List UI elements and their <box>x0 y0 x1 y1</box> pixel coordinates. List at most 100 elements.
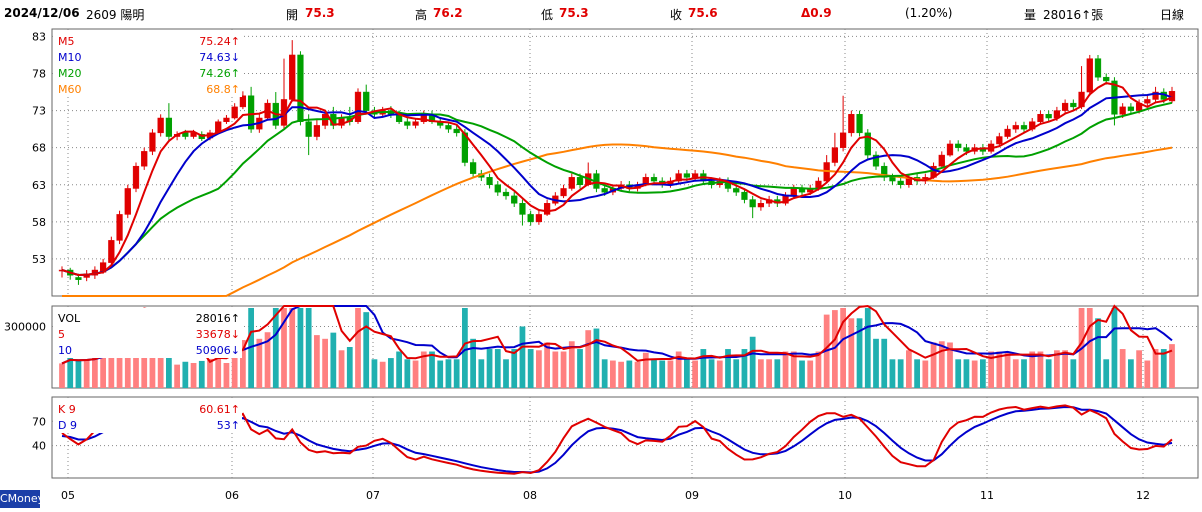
candle-body <box>247 95 255 130</box>
volume-bar <box>437 360 444 388</box>
period-tab[interactable]: 日線 <box>1160 8 1185 22</box>
volume-bar <box>223 362 230 388</box>
kd-tick-label: 70 <box>32 415 46 428</box>
volume-bar <box>363 312 370 388</box>
volume-bar <box>1169 344 1175 388</box>
volume-bar <box>322 338 328 388</box>
volume-bar <box>675 351 682 388</box>
month-label: 12 <box>1136 489 1150 502</box>
candle-body <box>527 214 534 223</box>
candle-body <box>182 132 189 137</box>
volume-bar <box>1070 359 1077 388</box>
volume-bar <box>1062 350 1068 388</box>
volume-bar <box>1045 359 1052 388</box>
candle-body <box>141 151 148 167</box>
volume-bar <box>174 364 180 388</box>
volume-bar <box>741 349 748 388</box>
candle-body <box>494 184 501 193</box>
candle-body <box>502 191 510 197</box>
stock-name: 2609 陽明 <box>86 8 145 22</box>
candle-body <box>1152 91 1159 100</box>
volume-bar <box>297 308 304 388</box>
candle-body <box>223 117 230 122</box>
volume-label: 量 <box>1024 8 1037 22</box>
candle-body <box>313 125 321 137</box>
price-legend-value: 75.24↑ <box>199 35 240 48</box>
volume-bar <box>388 358 394 388</box>
candle-body <box>543 203 551 215</box>
volume-bar <box>864 308 871 388</box>
candle-body <box>897 180 904 186</box>
volume-bar <box>1119 349 1126 388</box>
ma5-line <box>61 82 1173 277</box>
volume-bar <box>1144 360 1151 388</box>
volume-bar <box>1012 359 1019 388</box>
volume-bar <box>971 360 978 388</box>
volume-legend-name: 10 <box>58 344 72 357</box>
volume-legend-name: VOL <box>58 312 81 325</box>
volume-bar <box>289 308 296 388</box>
volume-bar <box>922 360 929 388</box>
volume-bar <box>355 308 361 388</box>
candle-body <box>1086 58 1093 93</box>
volume-tick-label: 300000 <box>4 321 46 334</box>
volume-bar <box>453 359 460 388</box>
candle-body <box>124 188 131 215</box>
volume-bar <box>371 359 378 388</box>
candle-body <box>576 177 584 185</box>
volume-bar <box>889 359 896 388</box>
candle-body <box>453 128 460 134</box>
month-label: 05 <box>61 489 75 502</box>
candle-body <box>445 125 452 130</box>
volume-bar <box>1111 308 1118 388</box>
candle-body <box>108 240 115 263</box>
price-legend-name: M5 <box>58 35 75 48</box>
candle-body <box>856 114 863 134</box>
candle-body <box>675 173 682 182</box>
volume-bar <box>914 359 920 388</box>
candle-body <box>790 188 797 197</box>
volume-legend-bg <box>54 308 242 358</box>
volume-bar <box>700 349 707 388</box>
price-tick-label: 78 <box>32 68 46 81</box>
candle-body <box>872 154 880 167</box>
volume-bar <box>256 338 263 388</box>
volume-bar <box>733 359 740 388</box>
candle-body <box>469 162 477 174</box>
volume-bar <box>231 342 238 388</box>
high-label: 高 <box>415 8 428 22</box>
candle-body <box>535 214 543 223</box>
candle-body <box>749 199 756 208</box>
candle-body <box>412 121 419 126</box>
volume-bar <box>930 342 937 388</box>
volume-bar <box>404 359 411 388</box>
volume-bar <box>1136 350 1142 388</box>
volume-bar <box>774 359 781 388</box>
candle-body <box>889 177 896 182</box>
volume-bar <box>264 332 271 388</box>
volume-bar <box>790 351 797 388</box>
volume-bar <box>240 340 246 388</box>
candle-body <box>568 177 575 189</box>
volume-bar <box>1037 351 1044 388</box>
volume-bar <box>1054 350 1060 388</box>
candle-body <box>511 195 518 204</box>
month-label: 10 <box>838 489 852 502</box>
candle-body <box>289 54 296 100</box>
candle-body <box>149 132 156 152</box>
candle-body <box>75 277 82 280</box>
candle-body <box>1103 76 1110 82</box>
candle-body <box>757 203 765 208</box>
volume-bar <box>67 356 74 388</box>
volume-legend-value: 28016↑ <box>196 312 240 325</box>
candle-body <box>519 203 526 215</box>
ma60-line <box>62 143 1173 297</box>
volume-bar <box>881 338 888 388</box>
volume-bar <box>314 335 320 388</box>
candle-body <box>354 91 362 122</box>
k-line <box>61 399 1173 475</box>
price-legend-name: M60 <box>58 83 82 96</box>
candle-body <box>231 106 238 119</box>
candle-body <box>1037 114 1044 122</box>
candle-body <box>601 188 608 193</box>
